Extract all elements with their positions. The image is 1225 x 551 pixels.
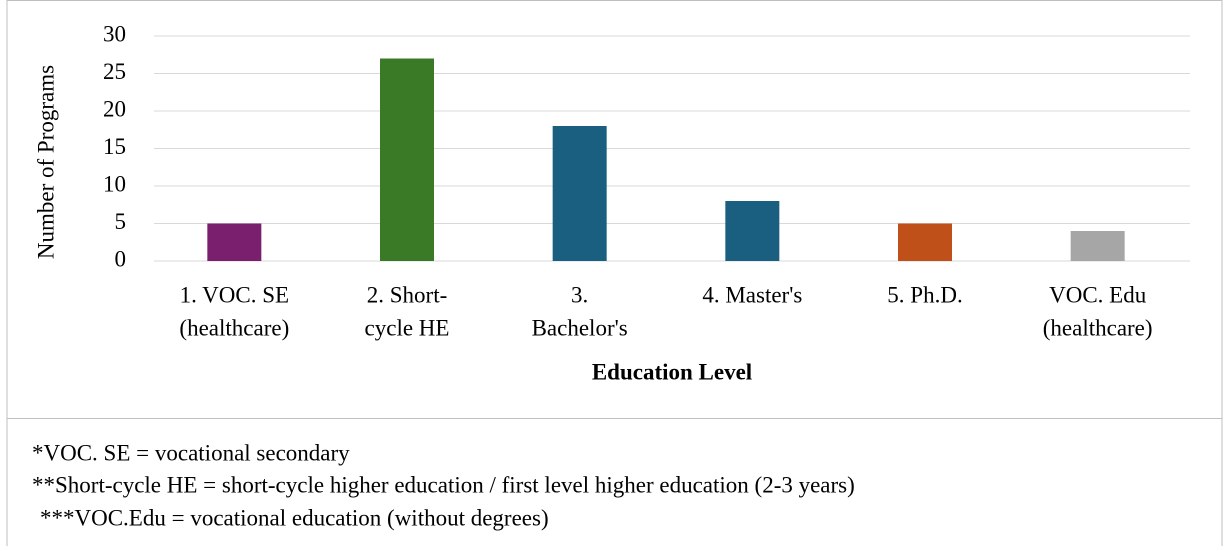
x-tick-label: cycle HE [365,315,450,340]
x-tick-label: 1. VOC. SE [180,282,290,307]
x-tick-label: 4. Master's [702,282,802,307]
x-tick-label: 5. Ph.D. [887,282,962,307]
bar [380,58,434,261]
y-tick-label: 30 [103,21,126,46]
bar [898,223,952,261]
y-tick-label: 5 [115,209,127,234]
x-tick-label: 2. Short- [367,282,448,307]
bar [207,223,262,261]
y-axis-label: Number of Programs [33,65,58,259]
y-tick-label: 0 [115,246,127,271]
y-tick-label: 10 [103,171,126,196]
bar [552,126,607,261]
x-axis-label: Education Level [592,359,752,384]
note: ***VOC.Edu = vocational education (witho… [40,505,549,530]
y-tick-label: 20 [103,96,126,121]
bar [725,201,780,261]
note: *VOC. SE = vocational secondary [32,440,350,465]
x-tick-label: 3. [571,282,588,307]
x-tick-label: (healthcare) [179,315,289,340]
x-tick-label: (healthcare) [1043,315,1153,340]
bar [1070,231,1125,261]
notes-frame [6,418,1223,551]
y-tick-label: 15 [103,134,126,159]
y-tick-label: 25 [103,59,126,84]
x-tick-label: VOC. Edu [1049,282,1147,307]
x-tick-label: Bachelor's [532,315,628,340]
chart-frame [6,0,1223,419]
note: **Short-cycle HE = short-cycle higher ed… [32,472,855,497]
